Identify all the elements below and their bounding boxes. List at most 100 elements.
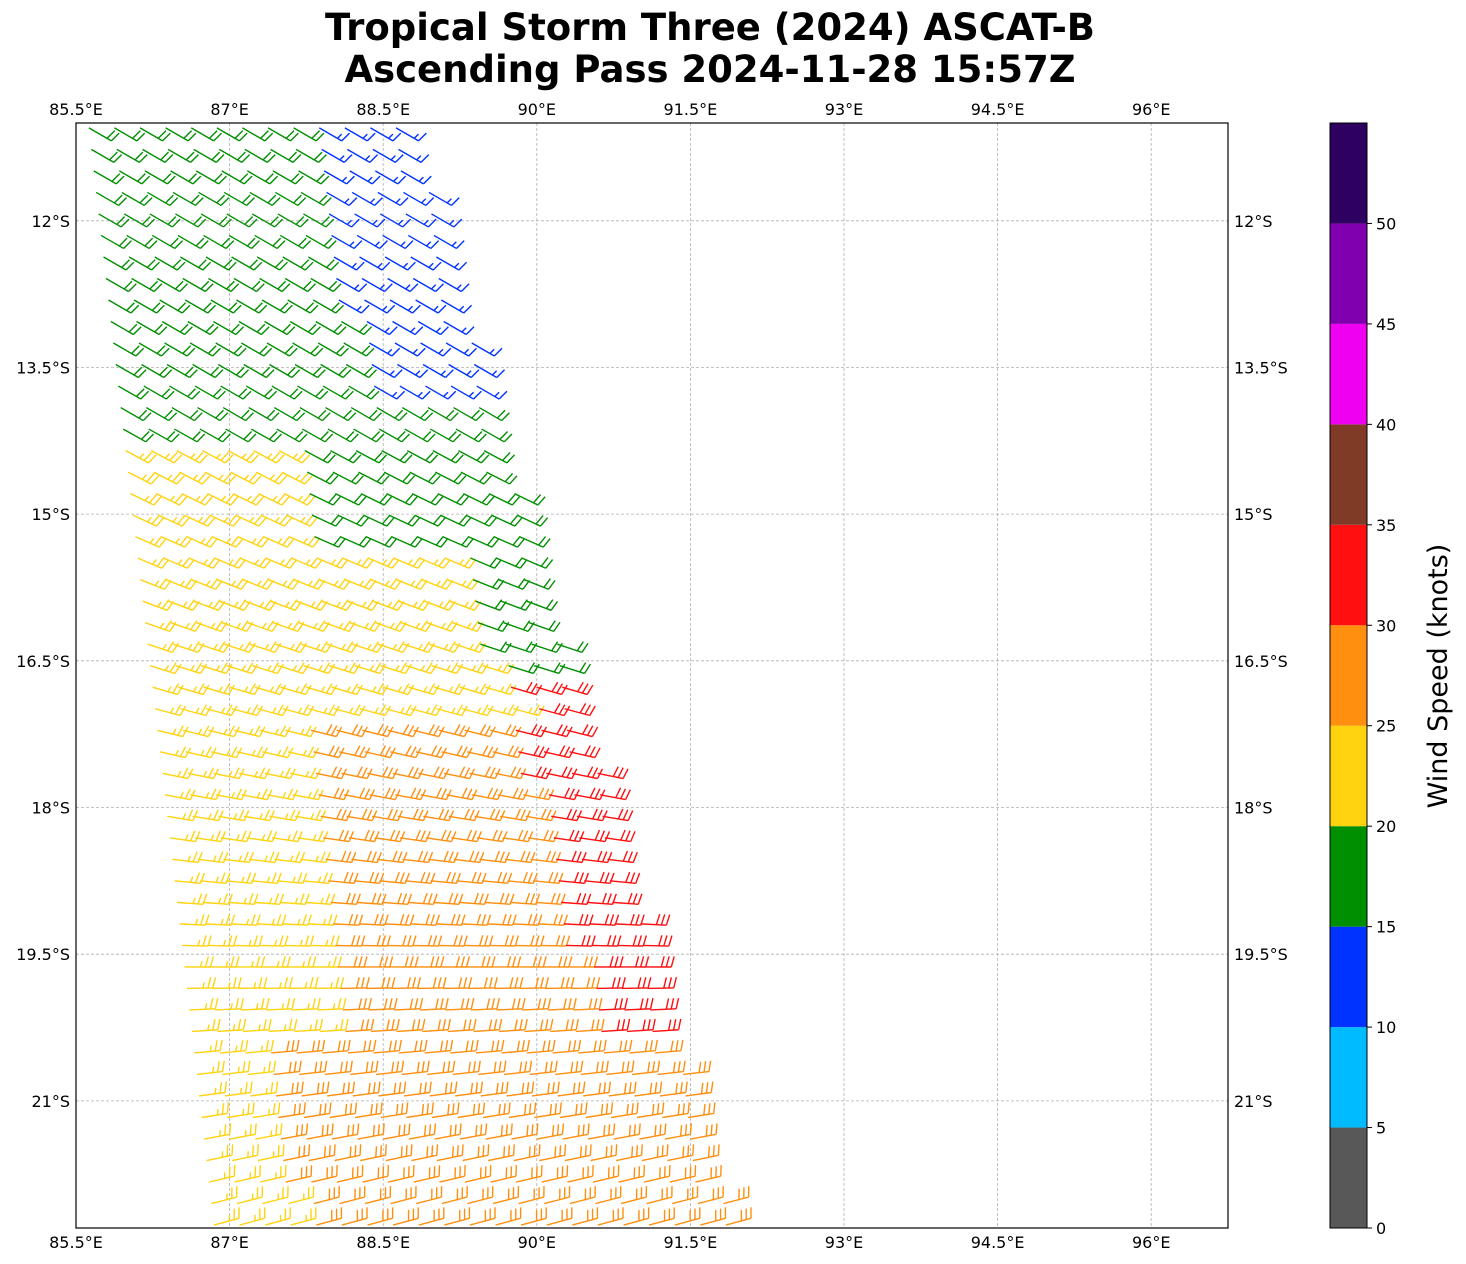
wind-barb: [490, 1165, 518, 1183]
wind-barb: [130, 492, 162, 506]
wind-barb: [306, 471, 339, 485]
lon-tick-label-bottom: 88.5°E: [356, 1233, 410, 1252]
wind-barb: [254, 683, 287, 696]
wind-barb: [417, 320, 449, 336]
wind-barb: [529, 620, 561, 633]
wind-barb: [275, 1081, 304, 1097]
wind-barb: [493, 536, 526, 548]
wind-barb: [192, 363, 224, 379]
wind-barb: [521, 557, 554, 569]
wind-barb: [284, 935, 315, 947]
wind-barb: [534, 1102, 562, 1119]
wind-barb: [420, 342, 452, 357]
wind-barb: [572, 1207, 599, 1226]
wind-barb: [569, 745, 601, 759]
wind-barb: [496, 557, 528, 569]
wind-barb: [455, 1081, 484, 1097]
wind-barb: [256, 256, 288, 271]
wind-barb: [355, 449, 387, 464]
wind-barb: [223, 191, 255, 207]
wind-barb: [377, 191, 409, 207]
wind-barb: [617, 935, 648, 947]
lon-tick-label-top: 90°E: [518, 100, 556, 119]
wind-barb: [155, 492, 188, 506]
wind-barb: [599, 787, 632, 801]
wind-barb: [105, 277, 137, 293]
wind-barb: [536, 681, 568, 696]
lat-tick-label-left: 16.5°S: [16, 652, 70, 671]
wind-barb: [608, 1081, 637, 1097]
wind-barb: [285, 725, 317, 738]
wind-barb: [217, 363, 250, 379]
wind-barb: [324, 620, 356, 633]
wind-barb: [687, 1102, 716, 1119]
wind-barb: [327, 1081, 356, 1097]
wind-barb: [406, 1102, 434, 1119]
wind-barb: [215, 342, 247, 357]
wind-barb: [103, 256, 135, 271]
wind-barb: [212, 320, 245, 336]
wind-barb: [372, 148, 404, 164]
wind-barb: [234, 1165, 262, 1183]
colorbar-tick-label: 35: [1376, 516, 1396, 535]
wind-barb: [143, 385, 175, 400]
wind-barb: [312, 299, 345, 314]
wind-barb: [550, 1018, 580, 1033]
wind-barb: [245, 385, 278, 400]
wind-barb: [636, 1102, 665, 1119]
wind-barb: [205, 256, 237, 271]
wind-barb: [530, 850, 562, 864]
wind-barb: [595, 1186, 622, 1205]
wind-barb: [293, 127, 325, 142]
wind-barb: [505, 641, 538, 654]
wind-barb: [248, 851, 280, 864]
wind-barb: [159, 299, 191, 314]
wind-barb: [279, 893, 310, 905]
wind-barb: [491, 956, 522, 968]
wind-barb: [128, 256, 160, 271]
wind-barb: [476, 829, 508, 843]
wind-barb: [457, 662, 489, 675]
wind-barb: [566, 935, 596, 947]
wind-barb: [353, 428, 385, 443]
wind-barb: [163, 557, 195, 569]
wind-barb: [167, 809, 199, 822]
wind-barb: [340, 977, 370, 990]
wind-barb: [542, 956, 573, 968]
wind-barb: [406, 449, 439, 464]
wind-barb: [275, 641, 308, 654]
wind-barb: [338, 956, 368, 968]
wind-barb: [468, 977, 498, 990]
wind-barb: [527, 1039, 556, 1054]
lat-tick-label-left: 19.5°S: [16, 945, 70, 964]
wind-barb: [609, 871, 641, 885]
wind-barb: [386, 492, 418, 506]
wind-barb: [203, 1123, 232, 1140]
wind-barb: [639, 1123, 667, 1140]
wind-barb: [569, 1186, 596, 1205]
wind-barb: [351, 850, 382, 864]
wind-barb: [448, 363, 480, 379]
lon-tick-label-bottom: 87°E: [210, 1233, 248, 1252]
wind-barb: [458, 892, 489, 905]
wind-barb: [216, 127, 248, 142]
wind-barb: [302, 872, 334, 885]
wind-barb: [366, 977, 396, 990]
wind-barb: [518, 1186, 545, 1205]
wind-barb: [508, 662, 540, 675]
wind-barb: [225, 872, 257, 885]
wind-barb: [396, 578, 428, 590]
wind-barb: [626, 1018, 656, 1033]
wind-barb: [274, 851, 306, 864]
wind-barb: [379, 213, 412, 228]
colorbar-label: Wind Speed (knots): [1423, 544, 1454, 809]
wind-barb: [607, 850, 638, 864]
wind-barb: [369, 342, 401, 357]
wind-barb: [279, 234, 312, 250]
wind-barb: [133, 299, 165, 314]
wind-barb: [546, 1207, 573, 1226]
wind-barb: [404, 428, 436, 443]
wind-barb: [278, 449, 311, 464]
lon-tick-label-bottom: 85.5°E: [49, 1233, 103, 1252]
wind-barb: [225, 428, 257, 443]
